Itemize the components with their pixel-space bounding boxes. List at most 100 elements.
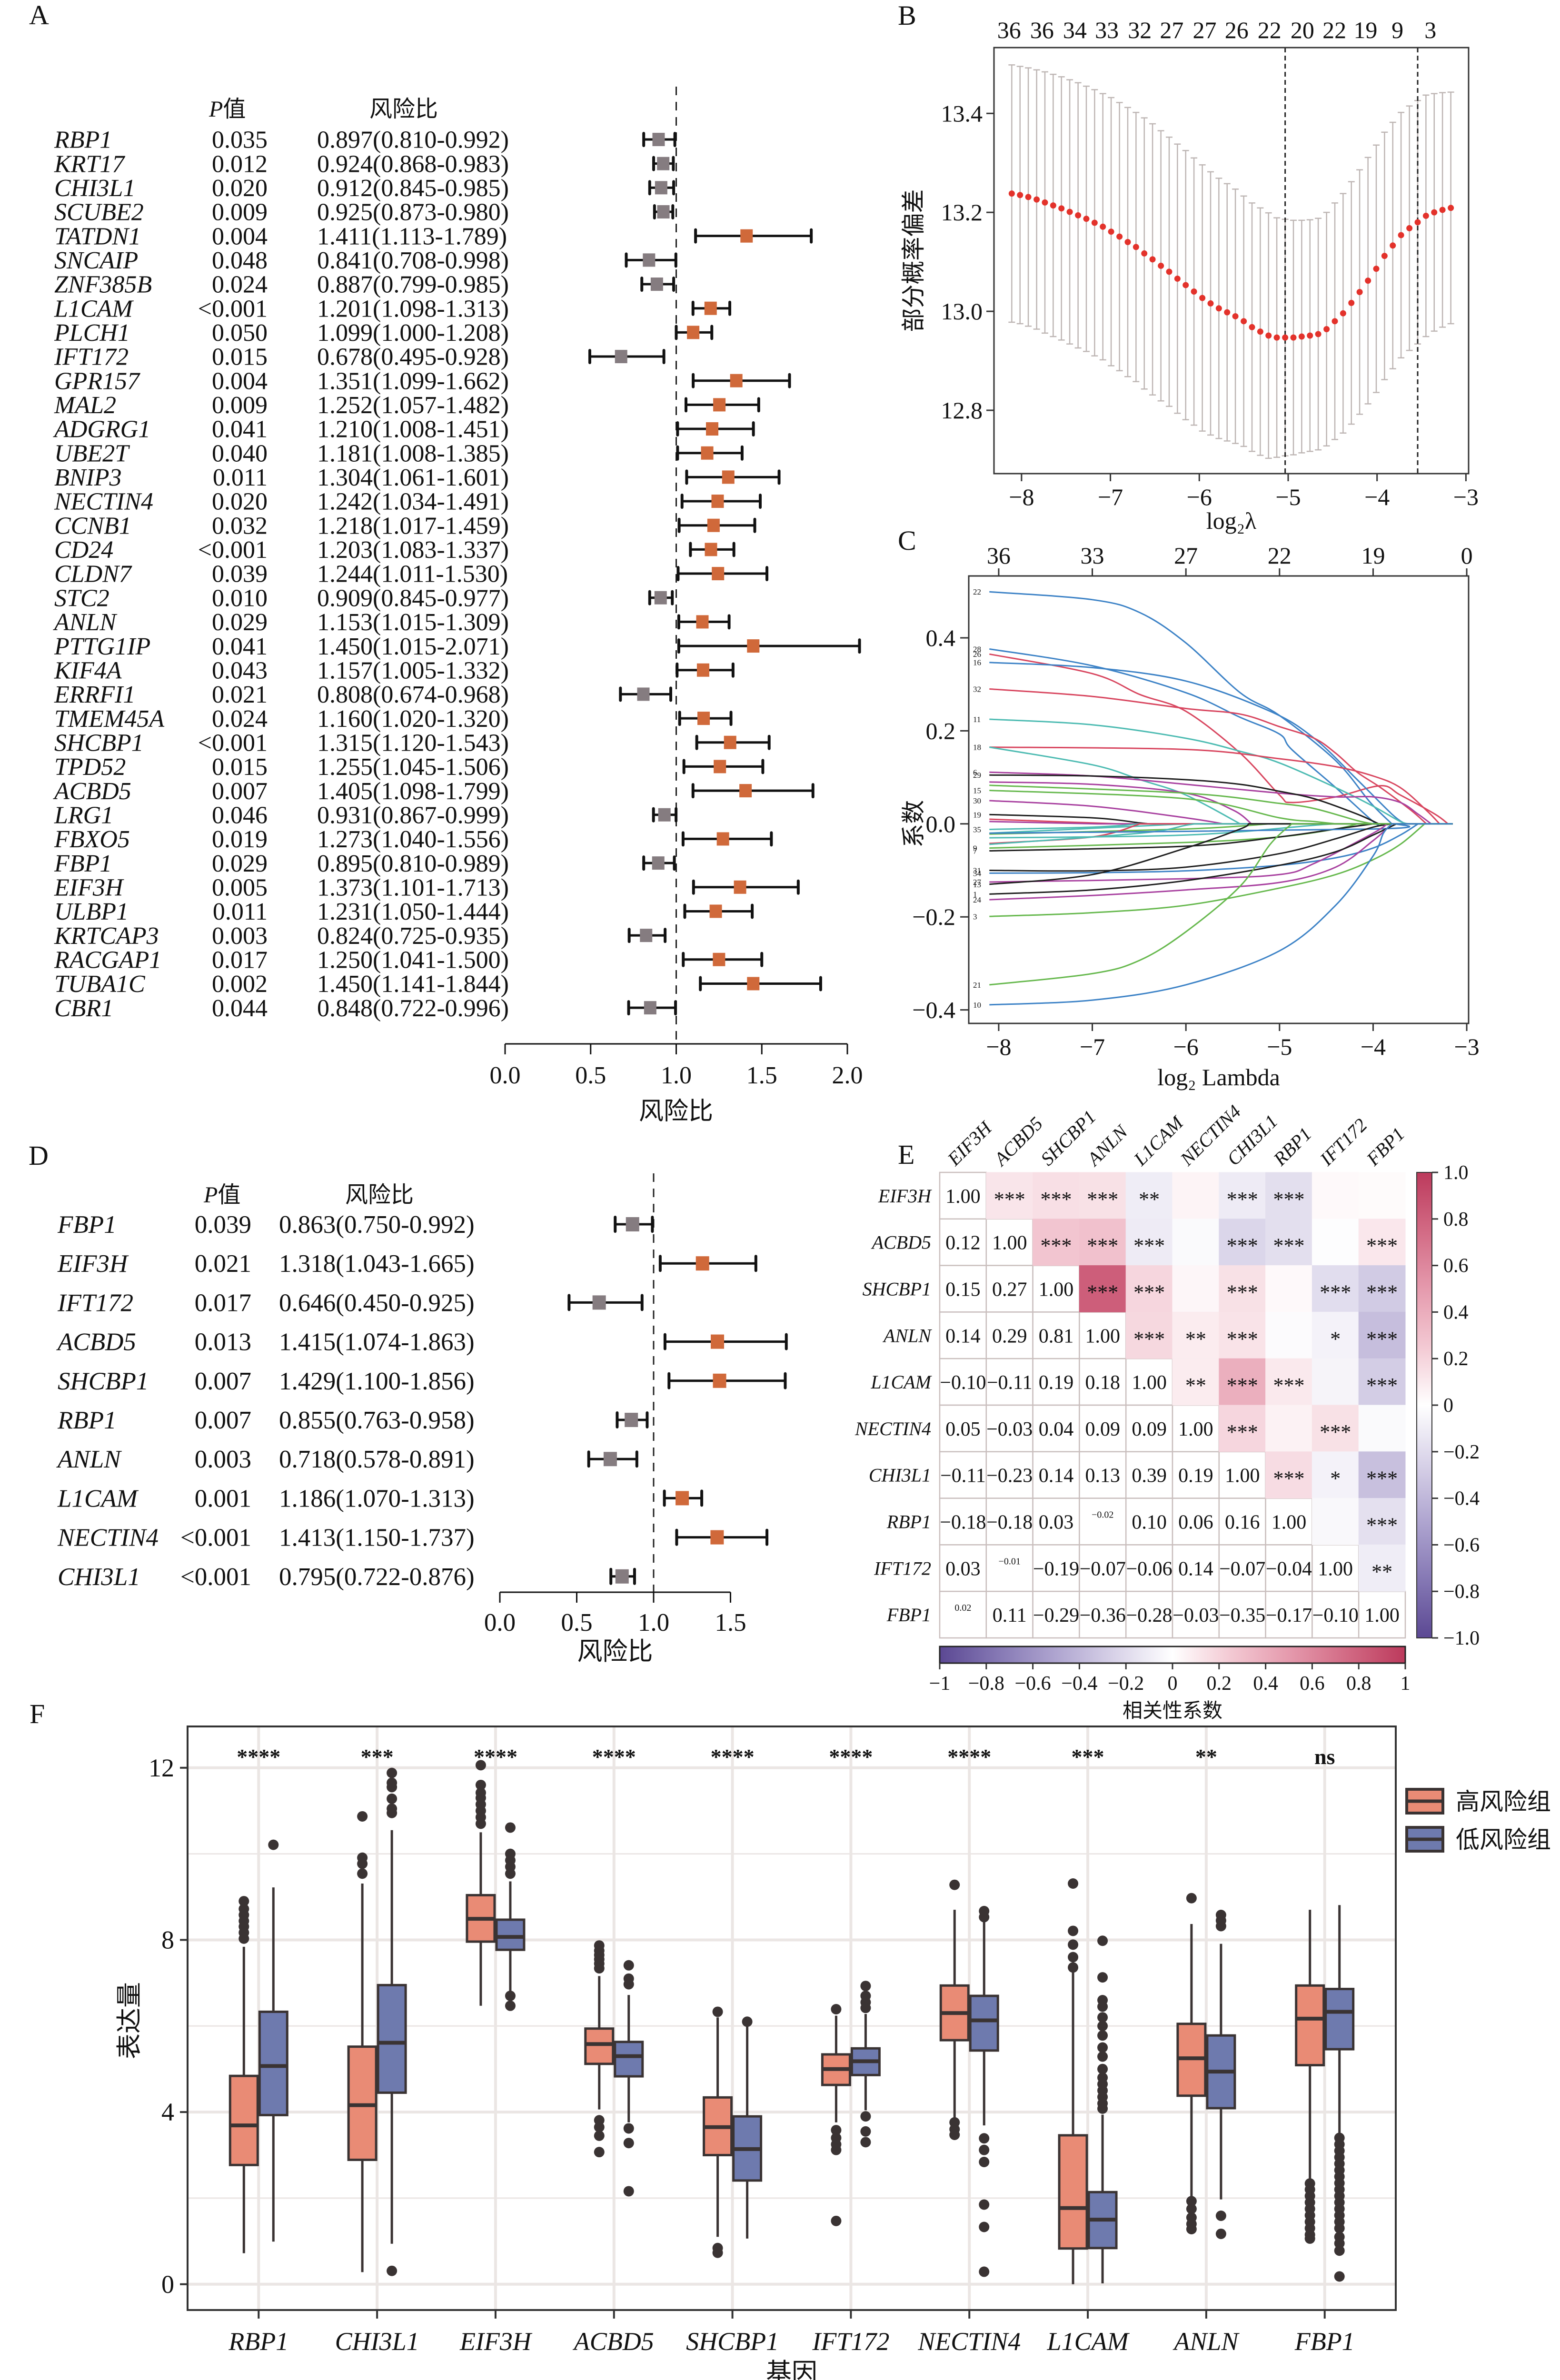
- cv-point: [1008, 190, 1015, 197]
- correlation-cell: [1172, 1311, 1220, 1359]
- correlation-value: −0.03: [986, 1418, 1033, 1440]
- gene-name: CHI3L1: [54, 175, 135, 202]
- hazard-ratio-ci-text: 0.924(0.868-0.983): [317, 150, 509, 178]
- correlation-cell: [1358, 1544, 1406, 1592]
- box-high-risk-group: [584, 1940, 615, 2158]
- correlation-value: 0.05: [945, 1418, 981, 1440]
- y-axis-title: 系数: [900, 800, 927, 848]
- upper-triangle-significance: *** *** *** ** *** ****** *** *** *** *** ****** **…: [986, 1172, 1406, 1592]
- gene-name: SHCBP1: [54, 729, 144, 756]
- p-value: 0.046: [212, 802, 268, 829]
- hr-marker: [740, 229, 753, 243]
- gene-name: ERRFI1: [54, 681, 135, 708]
- coefficient-path: [989, 821, 1453, 825]
- significance-stars: *: [1330, 1327, 1341, 1350]
- cv-point: [1232, 313, 1239, 319]
- gene-name: STC2: [54, 585, 109, 612]
- hazard-ratio-ci-text: 1.273(1.040-1.556): [317, 826, 509, 853]
- correlation-cell: [1312, 1498, 1359, 1545]
- box-low-risk-group: [732, 2016, 763, 2239]
- x-axis-title: 风险比: [577, 1638, 653, 1666]
- pvalue-column-header: P值: [203, 1182, 240, 1208]
- gene-name: FBP1: [54, 850, 112, 877]
- x-tick-label: −8: [986, 1033, 1011, 1060]
- hr-marker: [652, 856, 665, 870]
- box-iqr: [1324, 1988, 1355, 2051]
- hazard-ratio-ci-text: 0.718(0.578-0.891): [279, 1446, 475, 1473]
- legend-label: 低风险组: [1456, 1826, 1551, 1853]
- outlier-point: [623, 1960, 634, 1971]
- x-tick-label: 0.5: [575, 1062, 606, 1089]
- x-tick-label: L1CAM: [1047, 2327, 1130, 2356]
- outlier-point: [1215, 2228, 1226, 2239]
- colorbar-tick-label: 0.6: [1300, 1673, 1325, 1695]
- outlier-point: [979, 1905, 990, 1916]
- hazard-ratio-ci-text: 0.646(0.450-0.925): [279, 1289, 475, 1317]
- outlier-point: [979, 2266, 990, 2277]
- correlation-value: −0.11: [987, 1372, 1033, 1394]
- correlation-cell: [985, 1544, 1033, 1592]
- x-axis-title: log₂λ: [1206, 507, 1257, 534]
- top-axis-label: 27: [1192, 17, 1216, 43]
- significance-stars: ***: [1366, 1374, 1398, 1397]
- hr-marker: [730, 374, 743, 387]
- correlation-cell: [1172, 1544, 1220, 1592]
- cv-point: [1414, 219, 1421, 226]
- gene-name: RBP1: [57, 1407, 117, 1434]
- p-value: 0.020: [212, 175, 268, 202]
- significance-stars: ***: [994, 1188, 1025, 1211]
- path-label: 3: [973, 912, 977, 921]
- significance-stars: ***: [1087, 1188, 1118, 1211]
- cv-point: [1273, 334, 1280, 341]
- correlation-value: 0.09: [1132, 1418, 1167, 1440]
- gene-name: ANLN: [53, 609, 118, 636]
- coefficient-path: [989, 746, 1453, 825]
- cv-point: [1042, 199, 1048, 206]
- correlation-value: 1.00: [1272, 1512, 1307, 1534]
- colorbar-tick-label: 0.8: [1346, 1673, 1371, 1695]
- correlation-value: 1.00: [1318, 1558, 1353, 1580]
- p-value: <0.001: [180, 1524, 251, 1552]
- row-label: CHI3L1: [869, 1465, 931, 1486]
- forest-row: ACBD5 0.013 1.415(1.074-1.863): [56, 1329, 788, 1356]
- correlation-cell: [1312, 1405, 1359, 1452]
- colorbar-title: 相关性系数: [1123, 1700, 1222, 1722]
- y-tick-label: 13.2: [941, 199, 983, 226]
- cv-point: [1158, 262, 1164, 269]
- correlation-cell: [1265, 1590, 1313, 1639]
- cv-point: [1091, 219, 1098, 226]
- forest-row: KRT17 0.012 0.924(0.868-0.983): [54, 150, 675, 178]
- coefficient-path: [989, 591, 1453, 825]
- path-label: 13: [973, 880, 981, 889]
- path-label: 24: [973, 895, 982, 904]
- outlier-point: [1334, 2238, 1345, 2249]
- cv-point: [1100, 223, 1106, 230]
- significance-stars: **: [1185, 1327, 1206, 1350]
- correlation-value: 1.00: [945, 1186, 981, 1208]
- outlier-point: [1186, 2196, 1197, 2207]
- y-tick-label: 0: [161, 2270, 174, 2299]
- forest-row: SHCBP1 <0.001 1.315(1.120-1.543): [54, 729, 771, 756]
- coefficient-path: [989, 653, 1453, 825]
- hr-marker: [713, 1373, 726, 1388]
- box-iqr: [377, 1983, 407, 2094]
- correlation-cell: [1265, 1265, 1312, 1312]
- hr-marker: [739, 784, 752, 798]
- outlier-point: [979, 2156, 990, 2167]
- correlation-value: 0.29: [992, 1325, 1027, 1347]
- coefficient-path: [989, 781, 1453, 825]
- gene-name: ACBD5: [53, 778, 131, 805]
- hr-marker: [650, 278, 663, 291]
- p-symbol: P: [209, 97, 223, 122]
- p-value: 0.013: [195, 1329, 251, 1356]
- top-axis-label: 0: [1461, 542, 1473, 569]
- outlier-point: [505, 1822, 516, 1833]
- outlier-point: [1215, 2210, 1226, 2221]
- forest-row: TUBA1C 0.002 1.450(1.141-1.844): [54, 971, 822, 998]
- correlation-cell: [939, 1451, 987, 1499]
- coefficient-path: [989, 823, 1453, 885]
- hazard-ratio-ci-text: 0.909(0.845-0.977): [317, 585, 509, 612]
- cv-point: [1133, 244, 1139, 250]
- forest-row: ACBD5 0.007 1.405(1.098-1.799): [53, 778, 815, 805]
